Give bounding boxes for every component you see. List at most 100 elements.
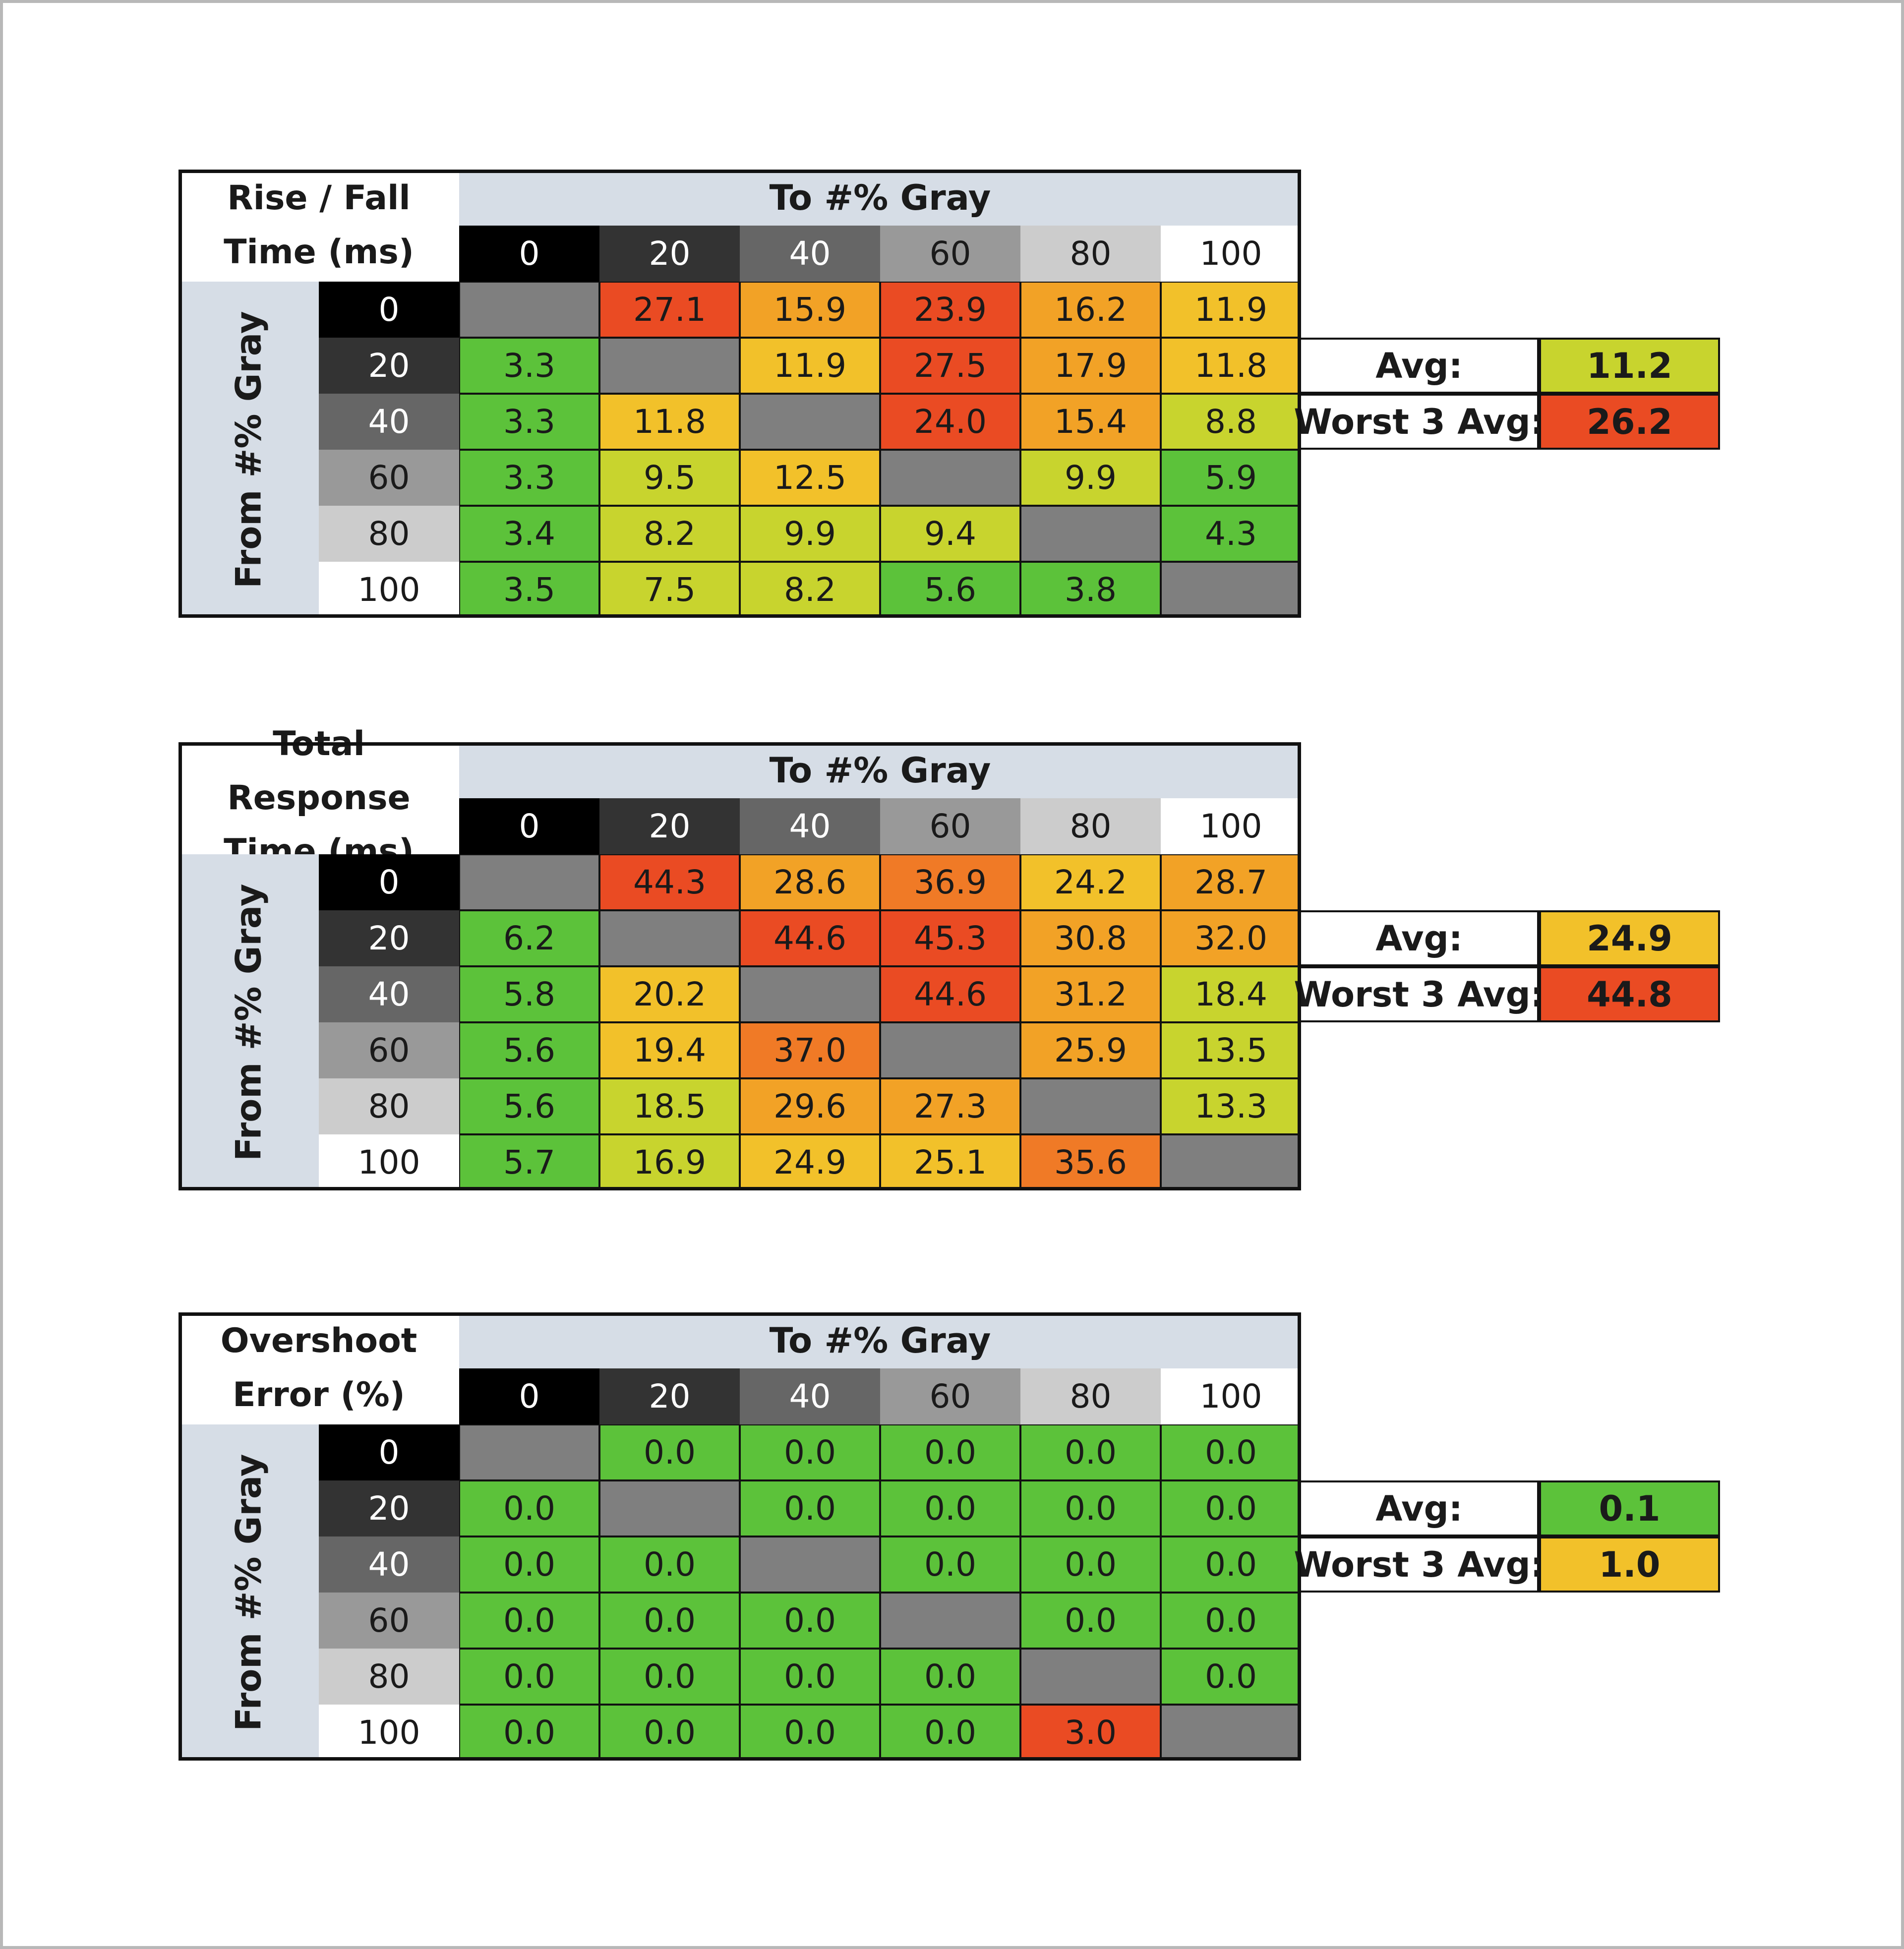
data-cell: 0.0: [1161, 1649, 1301, 1705]
data-cell: 5.6: [459, 1078, 599, 1134]
row-level-header: 0: [319, 854, 459, 910]
data-cell: 5.6: [880, 562, 1020, 618]
column-level-header: 0: [459, 798, 599, 854]
data-cell: 0.0: [1161, 1480, 1301, 1536]
data-cell: 0.0: [740, 1649, 880, 1705]
data-cell: 44.3: [599, 854, 740, 910]
diagonal-cell: [740, 394, 880, 450]
column-level-header: 80: [1020, 798, 1161, 854]
row-level-header: 0: [319, 1424, 459, 1480]
diagonal-cell: [1161, 562, 1301, 618]
data-cell: 0.0: [880, 1705, 1020, 1761]
row-level-header: 20: [319, 1480, 459, 1536]
data-cell: 8.2: [599, 506, 740, 562]
summary-label: Worst 3 Avg:: [1294, 394, 1545, 450]
diagonal-cell: [599, 1480, 740, 1536]
column-level-header: 100: [1161, 226, 1301, 282]
data-cell: 0.0: [459, 1480, 599, 1536]
row-axis-label-text: From #% Gray: [228, 311, 269, 589]
row-axis-label-text: From #% Gray: [228, 1454, 269, 1731]
data-cell: 0.0: [1161, 1424, 1301, 1480]
column-level-header: 20: [599, 798, 740, 854]
data-cell: 5.9: [1161, 450, 1301, 506]
data-cell: 45.3: [880, 910, 1020, 966]
data-cell: 5.7: [459, 1134, 599, 1190]
data-cell: 8.8: [1161, 394, 1301, 450]
column-level-header: 100: [1161, 1368, 1301, 1424]
summary-value: 0.1: [1539, 1480, 1720, 1536]
diagonal-cell: [740, 966, 880, 1022]
row-level-header: 40: [319, 1536, 459, 1593]
data-cell: 18.5: [599, 1078, 740, 1134]
data-cell: 0.0: [459, 1536, 599, 1593]
data-cell: 15.4: [1020, 394, 1161, 450]
data-cell: 44.6: [880, 966, 1020, 1022]
column-level-header: 60: [880, 798, 1020, 854]
data-cell: 0.0: [599, 1424, 740, 1480]
data-cell: 20.2: [599, 966, 740, 1022]
summary-label: Worst 3 Avg:: [1294, 1536, 1545, 1593]
diagonal-cell: [459, 282, 599, 338]
data-cell: 44.6: [740, 910, 880, 966]
data-cell: 0.0: [1020, 1536, 1161, 1593]
data-cell: 3.8: [1020, 562, 1161, 618]
data-cell: 0.0: [880, 1649, 1020, 1705]
column-level-header: 80: [1020, 226, 1161, 282]
diagonal-cell: [1161, 1134, 1301, 1190]
summary-value: 1.0: [1539, 1536, 1720, 1593]
data-cell: 27.5: [880, 338, 1020, 394]
summary-label: Worst 3 Avg:: [1294, 966, 1545, 1022]
column-level-header: 60: [880, 1368, 1020, 1424]
data-cell: 25.1: [880, 1134, 1020, 1190]
row-axis-label: From #% Gray: [178, 282, 319, 618]
data-cell: 4.3: [1161, 506, 1301, 562]
column-level-header: 80: [1020, 1368, 1161, 1424]
data-cell: 12.5: [740, 450, 880, 506]
column-axis-label: To #% Gray: [459, 170, 1301, 226]
column-level-header: 40: [740, 1368, 880, 1424]
data-cell: 28.7: [1161, 854, 1301, 910]
data-cell: 32.0: [1161, 910, 1301, 966]
column-level-header: 60: [880, 226, 1020, 282]
data-cell: 0.0: [880, 1480, 1020, 1536]
data-cell: 0.0: [1161, 1536, 1301, 1593]
summary-value: 26.2: [1539, 394, 1720, 450]
diagonal-cell: [599, 338, 740, 394]
data-cell: 27.3: [880, 1078, 1020, 1134]
data-cell: 7.5: [599, 562, 740, 618]
data-cell: 3.0: [1020, 1705, 1161, 1761]
data-cell: 11.9: [1161, 282, 1301, 338]
data-cell: 18.4: [1161, 966, 1301, 1022]
data-cell: 16.2: [1020, 282, 1161, 338]
row-level-header: 100: [319, 1705, 459, 1761]
column-level-header: 20: [599, 226, 740, 282]
data-cell: 5.8: [459, 966, 599, 1022]
column-axis-label: To #% Gray: [459, 1312, 1301, 1368]
data-cell: 0.0: [740, 1593, 880, 1649]
row-level-header: 60: [319, 1022, 459, 1078]
data-cell: 0.0: [459, 1705, 599, 1761]
data-cell: 31.2: [1020, 966, 1161, 1022]
data-cell: 0.0: [740, 1480, 880, 1536]
data-cell: 3.3: [459, 450, 599, 506]
data-cell: 23.9: [880, 282, 1020, 338]
summary-value: 11.2: [1539, 338, 1720, 394]
diagonal-cell: [880, 1022, 1020, 1078]
row-axis-label: From #% Gray: [178, 1424, 319, 1761]
row-level-header: 80: [319, 506, 459, 562]
data-cell: 13.3: [1161, 1078, 1301, 1134]
diagonal-cell: [1161, 1705, 1301, 1761]
data-cell: 28.6: [740, 854, 880, 910]
diagonal-cell: [1020, 506, 1161, 562]
row-level-header: 100: [319, 1134, 459, 1190]
data-cell: 0.0: [1020, 1424, 1161, 1480]
data-cell: 27.1: [599, 282, 740, 338]
data-cell: 0.0: [880, 1536, 1020, 1593]
diagonal-cell: [1020, 1078, 1161, 1134]
data-cell: 9.4: [880, 506, 1020, 562]
data-cell: 0.0: [599, 1705, 740, 1761]
diagonal-cell: [880, 450, 1020, 506]
data-cell: 16.9: [599, 1134, 740, 1190]
